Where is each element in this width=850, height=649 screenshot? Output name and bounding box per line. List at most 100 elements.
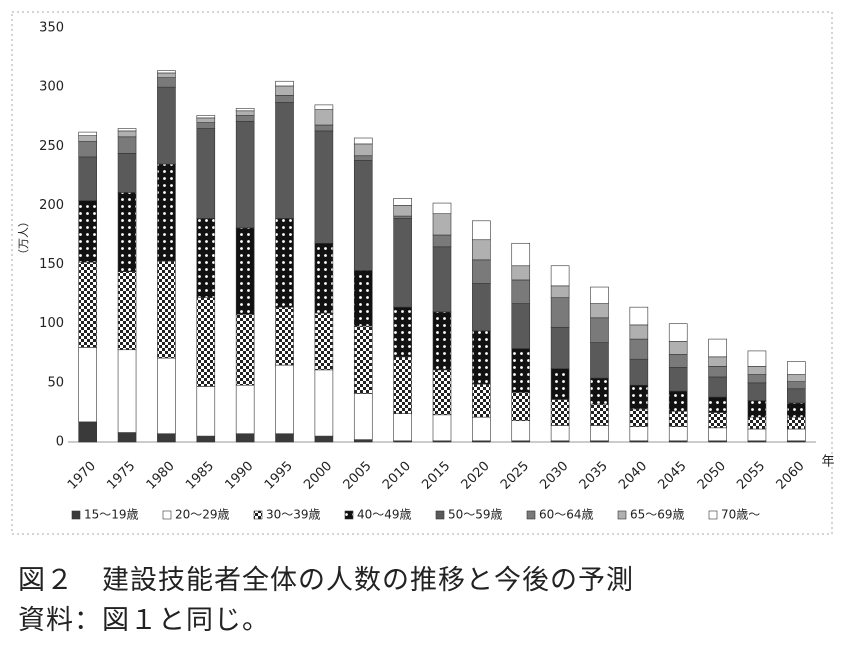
bar-segment (157, 433, 176, 443)
x-tick-label: 2015 (419, 459, 453, 493)
bar-segment (117, 192, 137, 272)
x-tick-label: 2060 (774, 459, 808, 493)
bar-segment (353, 393, 373, 440)
bar-segment (275, 218, 294, 308)
x-tick-label: 2005 (341, 459, 375, 493)
bar-segment (235, 121, 255, 229)
bar-segment (511, 392, 531, 422)
bar-segment (78, 156, 97, 201)
bar-segment (157, 163, 176, 262)
x-tick-label: 2045 (656, 459, 690, 493)
bar-segment (511, 420, 531, 442)
bar-segment (432, 234, 452, 248)
x-tick-label: 2025 (498, 459, 532, 493)
legend-label: 40～49歳 (357, 508, 412, 522)
bar-segment (511, 279, 531, 304)
bar-segment (550, 265, 570, 287)
bar-segment (590, 286, 609, 304)
bar-segment (235, 433, 255, 443)
bar-segment (629, 408, 649, 427)
y-tick-label: 150 (39, 257, 64, 272)
bar-segment (590, 303, 609, 319)
bar-segment (157, 86, 176, 165)
bar-segment (787, 388, 806, 404)
bar-segment (668, 341, 688, 355)
bar-segment (668, 390, 688, 412)
bar-segment (353, 160, 373, 271)
bar-segment (472, 416, 491, 442)
x-tick-label: 1985 (183, 459, 217, 493)
bar-segment (550, 297, 570, 328)
caption-source: 資料：図１と同じ。 (18, 605, 270, 636)
legend-label: 30～39歳 (266, 508, 321, 522)
legend-label: 60～64歳 (539, 508, 594, 522)
bar-segment (590, 403, 609, 426)
bar-segment (196, 115, 216, 119)
bar-segment (550, 425, 570, 442)
bar-segment (629, 306, 649, 326)
bar-segment (117, 128, 137, 132)
bar-segment (78, 135, 97, 142)
bar-segment (668, 367, 688, 392)
bar-segment (747, 416, 767, 430)
bar-segment (157, 77, 176, 88)
legend-swatch (617, 510, 627, 520)
bar-segment (78, 141, 97, 158)
bar-segment (314, 109, 334, 126)
bar-segment (747, 365, 767, 375)
bar-segment (117, 136, 137, 154)
bar-segment (275, 433, 294, 443)
bar-segment (747, 400, 767, 418)
bar-segment (117, 432, 137, 443)
bar-segment (235, 115, 255, 122)
legend-swatch (708, 510, 718, 520)
bar-segment (275, 95, 294, 103)
bar-segment (629, 358, 649, 386)
y-tick-label: 300 (39, 80, 64, 95)
y-tick-label: 50 (47, 375, 64, 390)
bar-segment (747, 374, 767, 384)
legend-swatch (71, 510, 81, 520)
bar-segment (353, 270, 373, 327)
bar-segment (353, 325, 373, 394)
bar-segment (590, 342, 609, 379)
bar-segment (314, 242, 334, 314)
y-tick-label: 250 (39, 139, 64, 154)
bar-segment (787, 374, 806, 382)
bar-segment (432, 369, 452, 416)
bar-segment (314, 312, 334, 371)
x-tick-label: 1970 (65, 459, 99, 493)
bar-segment (157, 70, 176, 74)
bar-segment (550, 285, 570, 298)
bar-segment (117, 349, 137, 433)
bar-segment (196, 128, 216, 219)
bar-segment (78, 200, 97, 263)
bar-segment (196, 386, 216, 437)
bar-segment (275, 80, 294, 87)
bar-segment (787, 428, 806, 442)
bar-segment (708, 338, 727, 358)
bar-segment (196, 117, 216, 123)
bar-segment (353, 155, 373, 161)
x-tick-label: 2020 (459, 459, 493, 493)
bar-segment (472, 239, 491, 261)
bar-segment (353, 137, 373, 145)
y-tick-label: 200 (39, 198, 64, 213)
chart: （万人） 年 0 50 100 150 200 250 300 350 1970 1975 1980… (11, 11, 835, 535)
bar-segment (235, 313, 255, 386)
bar-segment (550, 368, 570, 400)
x-tick-label: 1990 (222, 459, 256, 493)
bar-segment (511, 348, 531, 393)
x-tick-label: 2000 (301, 459, 335, 493)
bar-segment (472, 383, 491, 418)
bar-segment (157, 357, 176, 435)
y-axis-label: （万人） (17, 216, 30, 260)
bar-segment (747, 350, 767, 367)
bar-segment (157, 72, 176, 78)
bar-segment (393, 215, 412, 219)
bar-segment (472, 283, 491, 332)
bar-segment (668, 426, 688, 442)
bar-segment (78, 347, 97, 423)
legend-label: 65～69歳 (630, 508, 685, 522)
bar-segment (314, 130, 334, 244)
